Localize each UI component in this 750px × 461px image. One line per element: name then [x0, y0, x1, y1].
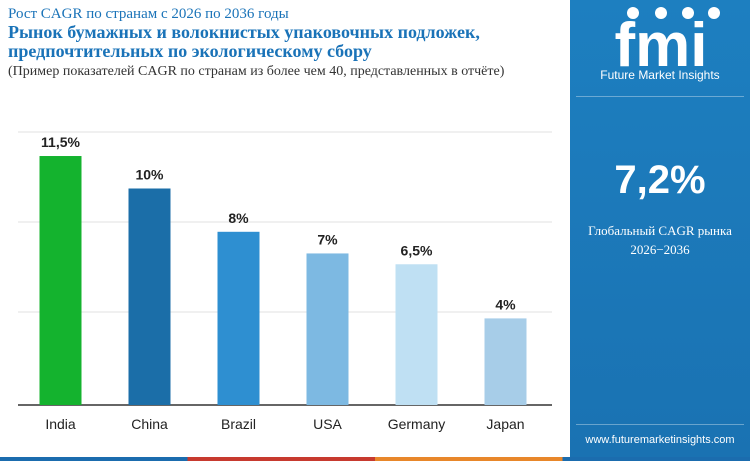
headline-value: 7,2%: [614, 158, 706, 202]
fmi-logo-icon: fmi: [615, 7, 720, 74]
data-label-india: 11,5%: [41, 134, 80, 150]
x-tick-label-germany: Germany: [388, 416, 446, 432]
sidebar-panel: fmi Future Market Insights 7,2% Глобальн…: [570, 0, 750, 461]
data-label-china: 10%: [135, 166, 164, 182]
website-link[interactable]: www.futuremarketinsights.com: [585, 434, 735, 446]
x-tick-label-india: India: [45, 416, 76, 432]
bar-chart: 11,5% India 10% China 8% Brazil 7% USA 6,5% Germa…: [18, 131, 552, 432]
bar-india: [39, 156, 82, 405]
chart-note: (Пример показателей CAGR по странам из б…: [8, 64, 505, 79]
chart-title-line-2: предпочтительных по экологическому сбору: [8, 41, 372, 61]
x-tick-label-china: China: [131, 416, 168, 432]
bar-germany: [395, 264, 438, 405]
data-label-germany: 6,5%: [401, 242, 433, 258]
divider: [576, 96, 744, 97]
data-label-japan: 4%: [495, 296, 516, 312]
x-tick-label-usa: USA: [313, 416, 342, 432]
headline-label-line-2: 2026−2036: [630, 242, 690, 257]
x-tick-label-japan: Japan: [486, 416, 524, 432]
headline-label: Глобальный CAGR рынка 2026−2036: [570, 221, 750, 259]
data-label-brazil: 8%: [228, 210, 249, 226]
chart-subtitle: Рост CAGR по странам с 2026 по 2036 годы: [8, 6, 289, 22]
chart-header: Рост CAGR по странам с 2026 по 2036 годы…: [8, 6, 568, 81]
logo-letters: fmi: [615, 11, 708, 74]
bar-japan: [484, 318, 527, 405]
chart-title-line-1: Рынок бумажных и волокнистых упаковочных…: [8, 22, 480, 42]
bar-china: [128, 188, 171, 405]
headline-label-line-1: Глобальный CAGR рынка: [588, 223, 732, 238]
bar-usa: [306, 253, 349, 405]
x-tick-label-brazil: Brazil: [221, 416, 256, 432]
divider: [576, 424, 744, 425]
data-label-usa: 7%: [317, 231, 338, 247]
brand-name: Future Market Insights: [600, 68, 720, 82]
footer-color-bar: [0, 457, 750, 461]
bar-brazil: [217, 231, 260, 405]
